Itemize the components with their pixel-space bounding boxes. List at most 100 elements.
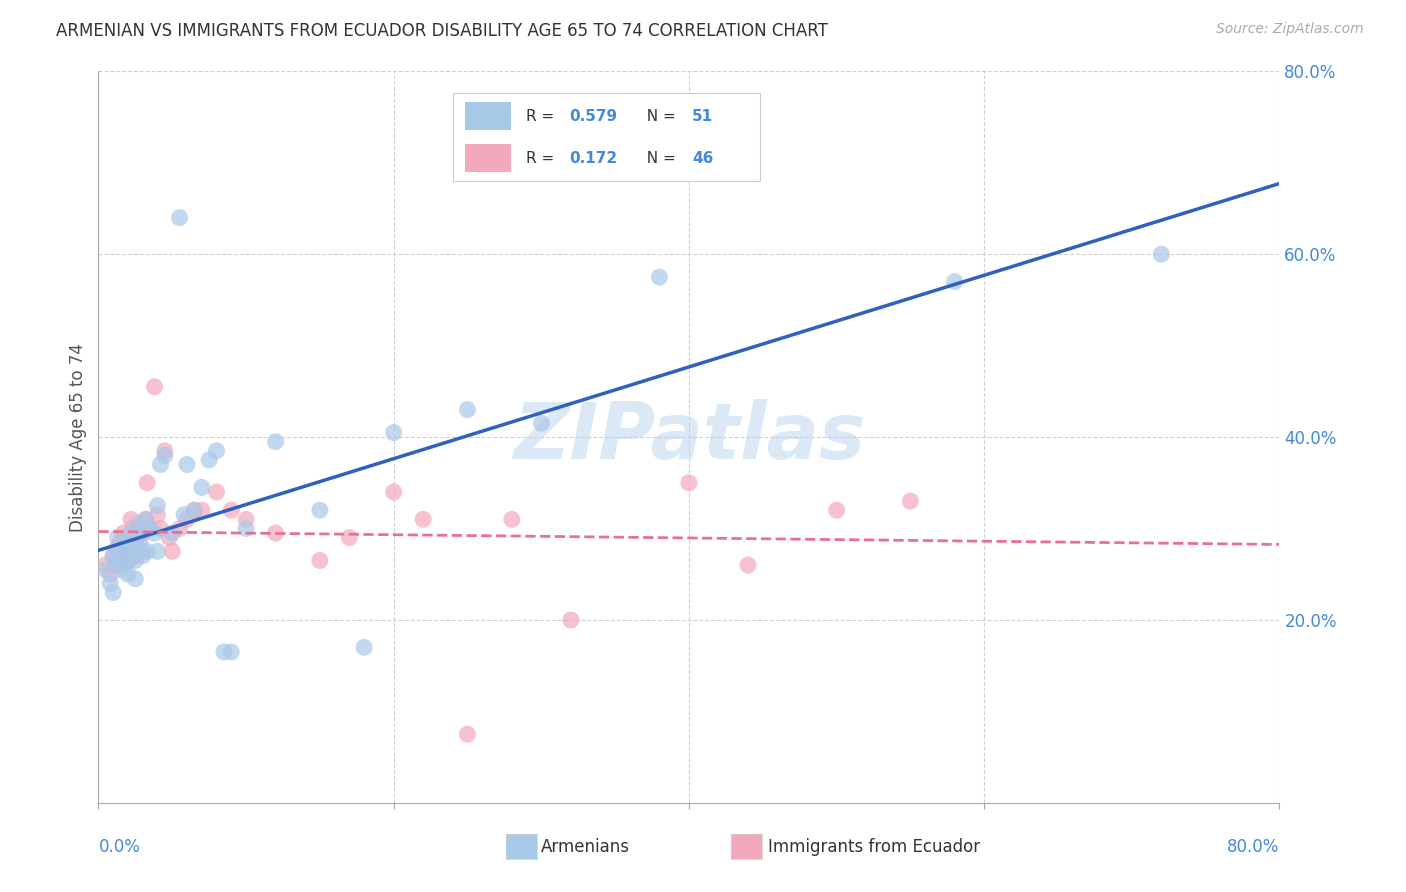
- Point: [146, 544, 169, 558]
- Point: [143, 526, 166, 541]
- Text: 80.0%: 80.0%: [1227, 838, 1279, 856]
- Point: [124, 535, 146, 549]
- Point: [162, 526, 183, 541]
- Point: [169, 521, 191, 535]
- Text: Source: ZipAtlas.com: Source: ZipAtlas.com: [1216, 22, 1364, 37]
- Point: [205, 443, 228, 458]
- Text: N =: N =: [637, 109, 681, 124]
- Point: [149, 458, 172, 472]
- Point: [153, 443, 176, 458]
- Point: [105, 553, 128, 567]
- Point: [183, 503, 205, 517]
- Point: [127, 516, 149, 531]
- Point: [128, 526, 150, 541]
- Point: [121, 544, 143, 558]
- Point: [146, 499, 169, 513]
- Point: [110, 544, 132, 558]
- Point: [136, 544, 159, 558]
- Text: N =: N =: [637, 151, 681, 166]
- Point: [132, 526, 155, 541]
- Point: [124, 572, 146, 586]
- Point: [110, 553, 132, 567]
- Point: [117, 540, 139, 554]
- Point: [900, 494, 922, 508]
- Point: [382, 425, 405, 440]
- Text: ARMENIAN VS IMMIGRANTS FROM ECUADOR DISABILITY AGE 65 TO 74 CORRELATION CHART: ARMENIAN VS IMMIGRANTS FROM ECUADOR DISA…: [56, 22, 828, 40]
- Point: [117, 553, 139, 567]
- Point: [353, 640, 375, 655]
- Point: [183, 503, 205, 517]
- Point: [382, 485, 405, 500]
- Point: [149, 521, 172, 535]
- Point: [235, 512, 257, 526]
- Text: R =: R =: [526, 109, 560, 124]
- Text: Immigrants from Ecuador: Immigrants from Ecuador: [768, 838, 980, 855]
- Point: [135, 512, 157, 526]
- Point: [103, 585, 125, 599]
- Text: Armenians: Armenians: [541, 838, 630, 855]
- Point: [943, 275, 966, 289]
- Point: [560, 613, 582, 627]
- Point: [678, 475, 700, 490]
- Text: 0.579: 0.579: [569, 109, 617, 124]
- Point: [105, 558, 128, 573]
- Point: [132, 544, 155, 558]
- Point: [162, 544, 183, 558]
- Point: [132, 526, 155, 541]
- Text: 0.0%: 0.0%: [98, 838, 141, 856]
- Point: [1150, 247, 1173, 261]
- Point: [173, 508, 195, 522]
- Point: [117, 531, 139, 545]
- Point: [110, 558, 132, 573]
- Point: [337, 531, 360, 545]
- Point: [264, 526, 287, 541]
- Point: [219, 503, 242, 517]
- Point: [169, 211, 191, 225]
- Point: [139, 521, 162, 535]
- Point: [176, 512, 198, 526]
- Point: [212, 645, 235, 659]
- Point: [114, 544, 136, 558]
- Point: [120, 526, 142, 541]
- Point: [107, 531, 129, 545]
- Point: [135, 512, 157, 526]
- Point: [103, 549, 125, 563]
- Point: [176, 458, 198, 472]
- Point: [737, 558, 759, 573]
- Point: [117, 553, 139, 567]
- Point: [110, 563, 132, 577]
- Text: R =: R =: [526, 151, 560, 166]
- Point: [124, 553, 146, 567]
- Point: [530, 417, 553, 431]
- Point: [456, 727, 478, 741]
- Point: [107, 540, 129, 554]
- Text: 51: 51: [692, 109, 713, 124]
- Text: 46: 46: [692, 151, 714, 166]
- FancyBboxPatch shape: [465, 102, 510, 130]
- Point: [648, 270, 671, 285]
- Point: [110, 535, 132, 549]
- Point: [412, 512, 434, 526]
- Point: [114, 535, 136, 549]
- Point: [146, 508, 169, 522]
- Point: [124, 535, 146, 549]
- Point: [309, 553, 332, 567]
- Point: [191, 503, 214, 517]
- Point: [143, 380, 166, 394]
- FancyBboxPatch shape: [465, 145, 510, 172]
- Point: [98, 576, 121, 591]
- Text: 0.172: 0.172: [569, 151, 617, 166]
- Point: [117, 567, 139, 582]
- Point: [94, 563, 117, 577]
- Point: [114, 558, 136, 573]
- Point: [121, 521, 143, 535]
- Point: [132, 549, 155, 563]
- Point: [205, 485, 228, 500]
- Point: [120, 512, 142, 526]
- Point: [235, 521, 257, 535]
- Point: [198, 453, 221, 467]
- Point: [191, 480, 214, 494]
- Point: [112, 526, 135, 541]
- Point: [136, 475, 159, 490]
- Point: [219, 645, 242, 659]
